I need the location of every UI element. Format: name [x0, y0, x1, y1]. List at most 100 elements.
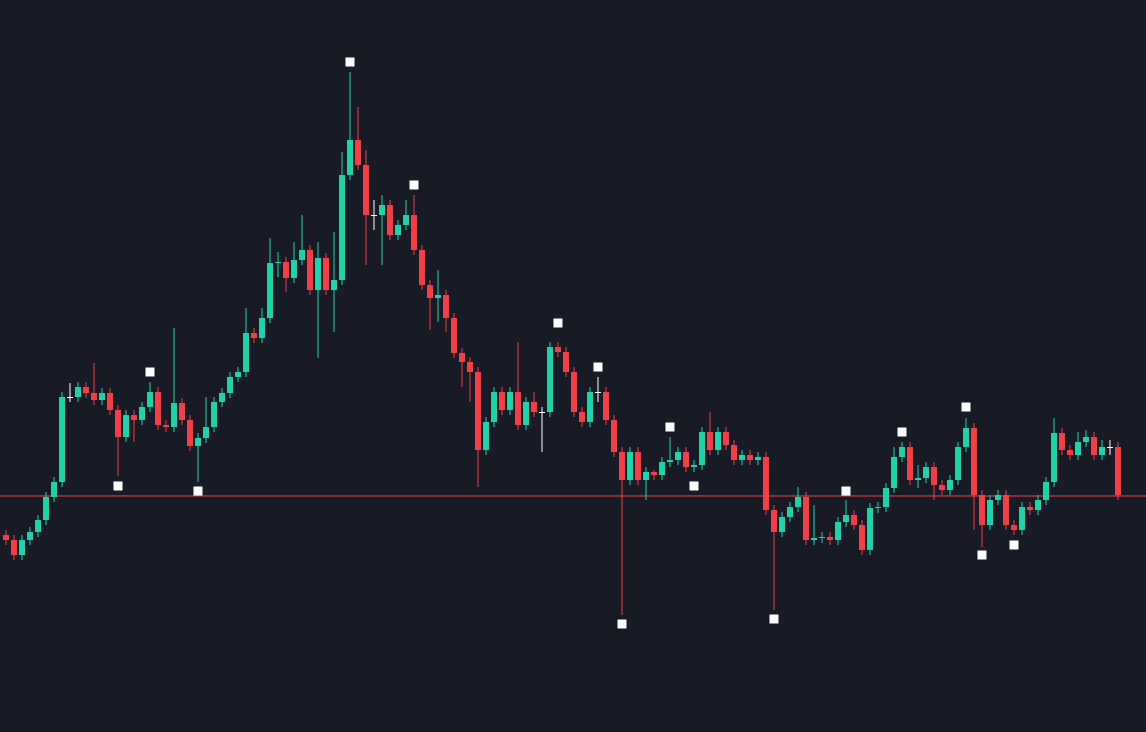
candle-body: [931, 467, 937, 485]
candle-body: [731, 445, 737, 460]
candle-body: [291, 260, 297, 278]
candle-body: [355, 140, 361, 165]
candle-body: [459, 353, 465, 362]
candle-body: [1051, 433, 1057, 482]
candle-body: [539, 412, 545, 413]
candle-body: [723, 432, 729, 445]
candle-body: [891, 457, 897, 488]
candle-body: [315, 258, 321, 290]
candle-body: [371, 215, 377, 216]
swing-marker: [977, 550, 987, 560]
candle-body: [739, 455, 745, 460]
candle-body: [3, 535, 9, 540]
candle-body: [659, 462, 665, 475]
candle-body: [875, 507, 881, 508]
candle-body: [611, 420, 617, 452]
swing-marker: [689, 481, 699, 491]
candle-body: [403, 215, 409, 225]
candle-body: [171, 403, 177, 427]
candle-body: [563, 352, 569, 372]
candle-body: [203, 427, 209, 438]
candle-body: [307, 250, 313, 290]
candle-body: [859, 525, 865, 550]
candle-body: [915, 478, 921, 480]
candle-body: [467, 362, 473, 372]
candle-body: [547, 347, 553, 412]
candle-body: [907, 447, 913, 480]
candle-body: [187, 420, 193, 446]
candle-body: [59, 397, 65, 482]
candle-body: [347, 140, 353, 175]
candle-body: [771, 510, 777, 532]
candle-body: [1027, 507, 1033, 510]
candle-body: [27, 532, 33, 540]
candle-body: [963, 428, 969, 447]
candle-body: [1107, 447, 1113, 448]
swing-marker: [1009, 540, 1019, 550]
candle-body: [811, 538, 817, 540]
candle-body: [523, 402, 529, 425]
candle-body: [595, 392, 601, 393]
swing-marker: [961, 402, 971, 412]
candle-body: [443, 295, 449, 318]
candle-body: [803, 497, 809, 540]
candle-body: [1075, 442, 1081, 455]
candle-body: [259, 318, 265, 338]
candle-body: [115, 410, 121, 437]
candle-body: [155, 392, 161, 425]
swing-marker: [769, 614, 779, 624]
candle-body: [707, 432, 713, 450]
candle-body: [1043, 482, 1049, 500]
candle-body: [19, 540, 25, 555]
candle-body: [299, 250, 305, 260]
swing-marker: [617, 619, 627, 629]
candle-body: [851, 515, 857, 525]
candle-body: [555, 347, 561, 352]
swing-marker: [345, 57, 355, 67]
candle-body: [99, 393, 105, 400]
candle-body: [387, 205, 393, 235]
candle-body: [1083, 437, 1089, 442]
swing-marker: [113, 481, 123, 491]
swing-marker: [593, 362, 603, 372]
candle-body: [43, 497, 49, 520]
candle-body: [947, 480, 953, 490]
swing-marker: [145, 367, 155, 377]
candle-body: [883, 488, 889, 507]
candle-body: [195, 438, 201, 446]
candle-body: [1059, 433, 1065, 450]
candle-body: [763, 457, 769, 510]
candle-body: [275, 262, 281, 263]
swing-marker: [841, 486, 851, 496]
candle-body: [667, 460, 673, 462]
candle-body: [219, 393, 225, 402]
candle-body: [651, 472, 657, 475]
candle-body: [123, 415, 129, 437]
candle-body: [747, 455, 753, 460]
swing-marker: [665, 422, 675, 432]
candle-body: [1099, 447, 1105, 455]
candle-body: [643, 472, 649, 480]
candle-body: [179, 403, 185, 420]
candle-body: [283, 262, 289, 278]
candle-body: [147, 392, 153, 407]
candle-body: [699, 432, 705, 465]
candle-body: [827, 537, 833, 540]
candle-body: [987, 500, 993, 525]
candle-body: [67, 397, 73, 398]
candle-body: [499, 392, 505, 410]
candle-body: [683, 452, 689, 467]
candle-body: [1091, 437, 1097, 455]
candle-body: [1003, 495, 1009, 525]
candle-body: [795, 497, 801, 507]
candle-body: [435, 295, 441, 298]
candle-body: [979, 495, 985, 525]
candle-body: [1011, 525, 1017, 530]
candle-body: [419, 250, 425, 285]
candle-body: [1035, 500, 1041, 510]
candle-body: [867, 508, 873, 550]
candle-body: [579, 412, 585, 422]
candle-body: [531, 402, 537, 412]
candle-body: [235, 372, 241, 377]
